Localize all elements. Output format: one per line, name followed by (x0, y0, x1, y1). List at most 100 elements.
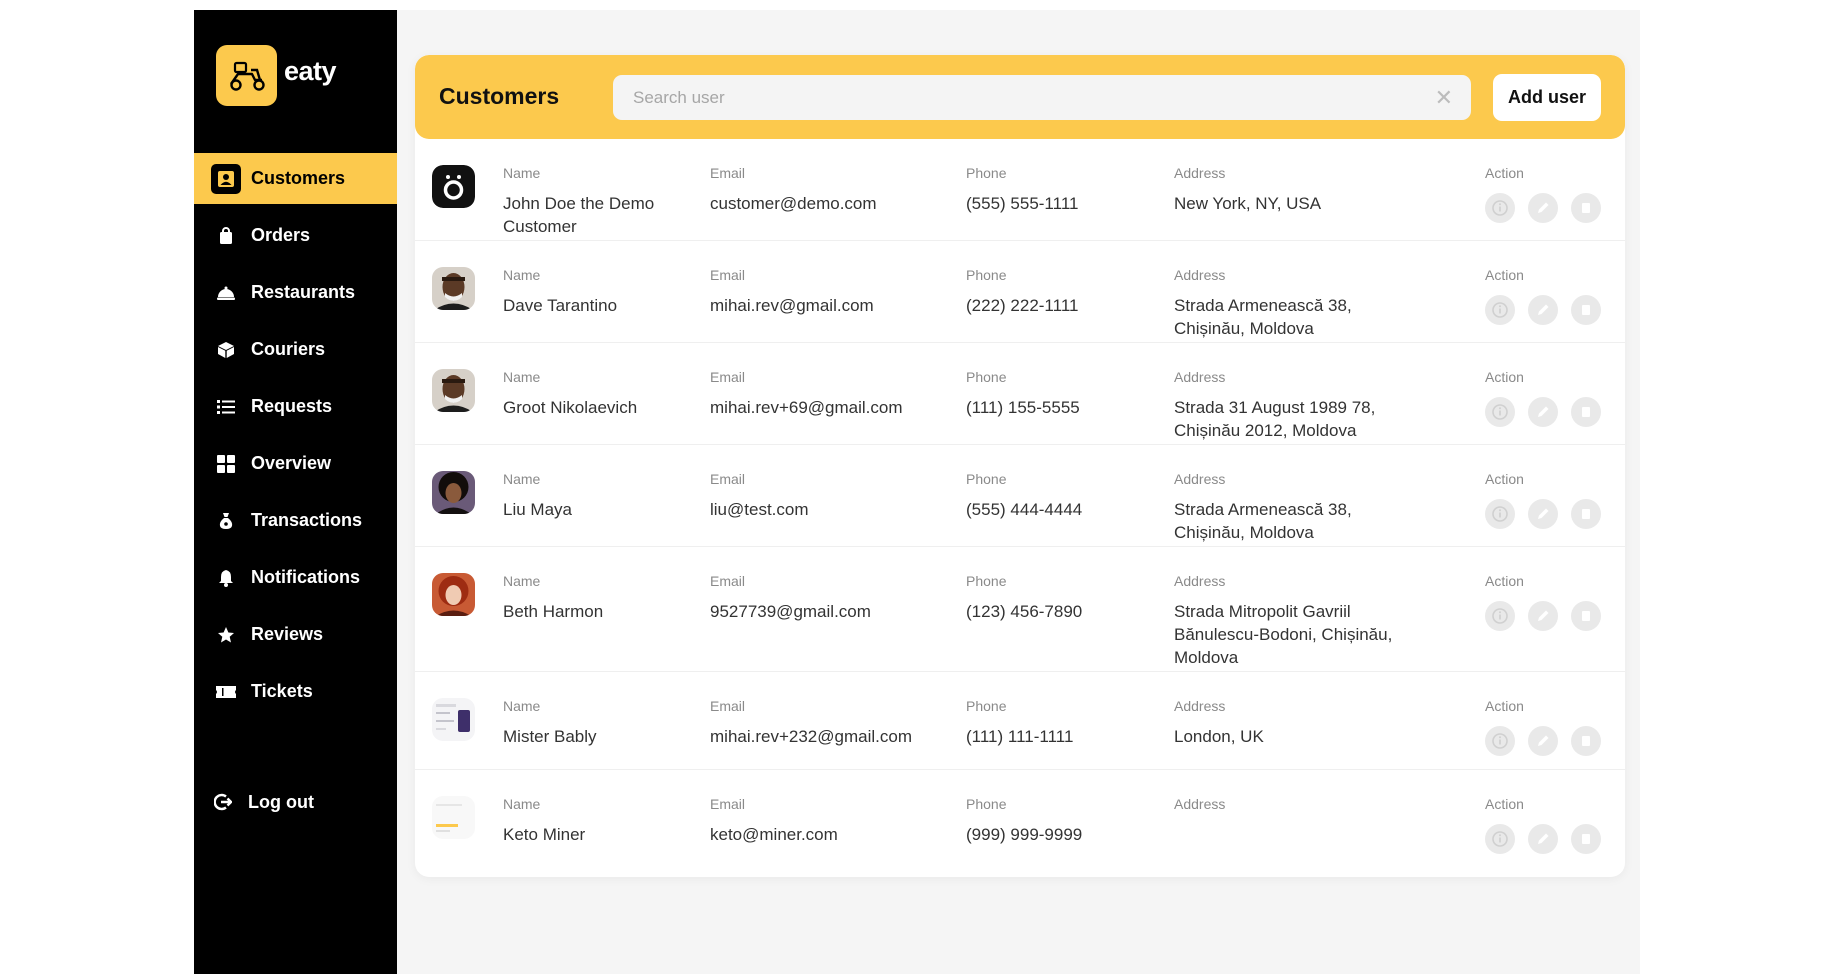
address-label: Address (1174, 796, 1226, 812)
name-label: Name (503, 165, 541, 181)
phone-label: Phone (966, 698, 1007, 714)
edit-button[interactable] (1528, 824, 1558, 854)
customer-email: mihai.rev+232@gmail.com (710, 727, 912, 746)
add-user-button[interactable]: Add user (1493, 74, 1601, 121)
customer-name: Keto Miner (503, 825, 586, 844)
view-details-button[interactable] (1485, 824, 1515, 854)
edit-button[interactable] (1528, 397, 1558, 427)
delete-button[interactable] (1571, 295, 1601, 325)
page-title: Customers (439, 83, 560, 109)
edit-button[interactable] (1528, 726, 1558, 756)
table-row[interactable]: Name Dave Tarantino Email mihai.rev@gmai… (415, 241, 1625, 343)
view-details-button[interactable] (1485, 726, 1515, 756)
view-details-button[interactable] (1485, 499, 1515, 529)
name-label: Name (503, 573, 541, 589)
customer-email: customer@demo.com (710, 194, 877, 213)
table-row[interactable]: Name Mister Bably Email mihai.rev+232@gm… (415, 672, 1625, 770)
name-cell: Name Groot Nikolaevich (503, 369, 683, 419)
stop-icon (1582, 736, 1590, 746)
sidebar-item-reviews[interactable]: Reviews (194, 609, 397, 660)
edit-button[interactable] (1528, 601, 1558, 631)
edit-button[interactable] (1528, 499, 1558, 529)
email-cell: Email liu@test.com (710, 471, 950, 521)
brand-name: eaty (284, 56, 337, 86)
logout-label: Log out (248, 791, 314, 812)
search-box: ✕ (613, 75, 1471, 120)
name-cell: Name Mister Bably (503, 698, 683, 748)
sidebar-item-transactions[interactable]: Transactions (194, 495, 397, 546)
customer-email: mihai.rev+69@gmail.com (710, 398, 903, 417)
table-row[interactable]: Name Groot Nikolaevich Email mihai.rev+6… (415, 343, 1625, 445)
sidebar-item-couriers[interactable]: Couriers (194, 324, 397, 375)
app-window: eaty Customers Orders Restaurants (194, 10, 1640, 974)
customer-name: Beth Harmon (503, 602, 604, 621)
address-label: Address (1174, 369, 1226, 385)
table-row[interactable]: Name Liu Maya Email liu@test.com Phone (… (415, 445, 1625, 547)
sidebar-item-orders[interactable]: Orders (194, 210, 397, 261)
sidebar-item-notifications[interactable]: Notifications (194, 552, 397, 603)
customer-name: Dave Tarantino (503, 296, 618, 315)
list-icon (211, 392, 241, 422)
sidebar-item-requests[interactable]: Requests (194, 381, 397, 432)
email-cell: Email mihai.rev+232@gmail.com (710, 698, 950, 748)
name-cell: Name Liu Maya (503, 471, 683, 521)
phone-label: Phone (966, 267, 1007, 283)
info-icon (1492, 831, 1508, 847)
action-cell: Action (1485, 471, 1605, 529)
sidebar-item-overview[interactable]: Overview (194, 438, 397, 489)
view-details-button[interactable] (1485, 601, 1515, 631)
action-cell: Action (1485, 796, 1605, 854)
customer-email: keto@miner.com (710, 825, 838, 844)
email-label: Email (710, 698, 746, 714)
search-input[interactable] (631, 86, 1435, 109)
action-label: Action (1485, 165, 1524, 181)
email-label: Email (710, 369, 746, 385)
phone-label: Phone (966, 369, 1007, 385)
delete-button[interactable] (1571, 824, 1601, 854)
address-label: Address (1174, 165, 1226, 181)
address-label: Address (1174, 267, 1226, 283)
table-row[interactable]: Name John Doe the Demo Customer Email cu… (415, 139, 1625, 241)
info-icon (1492, 506, 1508, 522)
name-label: Name (503, 471, 541, 487)
sidebar-item-tickets[interactable]: Tickets (194, 666, 397, 717)
view-details-button[interactable] (1485, 193, 1515, 223)
sidebar-item-label: Couriers (251, 339, 326, 359)
table-row[interactable]: Name Beth Harmon Email 9527739@gmail.com… (415, 547, 1625, 672)
view-details-button[interactable] (1485, 397, 1515, 427)
delete-button[interactable] (1571, 499, 1601, 529)
info-icon (1492, 302, 1508, 318)
email-cell: Email customer@demo.com (710, 165, 950, 215)
address-cell: Address Strada Mitropolit Gavriil Bănule… (1174, 573, 1404, 669)
edit-button[interactable] (1528, 193, 1558, 223)
phone-label: Phone (966, 796, 1007, 812)
stop-icon (1582, 407, 1590, 417)
ticket-icon (211, 677, 241, 707)
delete-button[interactable] (1571, 726, 1601, 756)
table-row[interactable]: Name Keto Miner Email keto@miner.com Pho… (415, 770, 1625, 868)
email-label: Email (710, 573, 746, 589)
phone-cell: Phone (111) 155-5555 (966, 369, 1146, 419)
name-cell: Name John Doe the Demo Customer (503, 165, 683, 238)
logout-button[interactable]: Log out (208, 787, 314, 817)
customer-name: Groot Nikolaevich (503, 398, 638, 417)
address-label: Address (1174, 698, 1226, 714)
sidebar-item-restaurants[interactable]: Restaurants (194, 267, 397, 318)
sidebar-item-label: Transactions (251, 510, 363, 530)
action-label: Action (1485, 369, 1524, 385)
edit-button[interactable] (1528, 295, 1558, 325)
close-icon[interactable]: ✕ (1434, 84, 1453, 110)
pencil-icon (1538, 735, 1549, 746)
email-cell: Email 9527739@gmail.com (710, 573, 950, 623)
action-buttons (1485, 601, 1605, 631)
delete-button[interactable] (1571, 193, 1601, 223)
delete-button[interactable] (1571, 397, 1601, 427)
customer-address: New York, NY, USA (1174, 194, 1322, 213)
sidebar-item-customers[interactable]: Customers (194, 153, 397, 204)
view-details-button[interactable] (1485, 295, 1515, 325)
customer-name: John Doe the Demo Customer (503, 194, 655, 236)
customer-name: Liu Maya (503, 500, 572, 519)
action-buttons (1485, 726, 1605, 756)
delete-button[interactable] (1571, 601, 1601, 631)
customer-address: Strada Armenească 38, Chișinău, Moldova (1174, 296, 1352, 338)
